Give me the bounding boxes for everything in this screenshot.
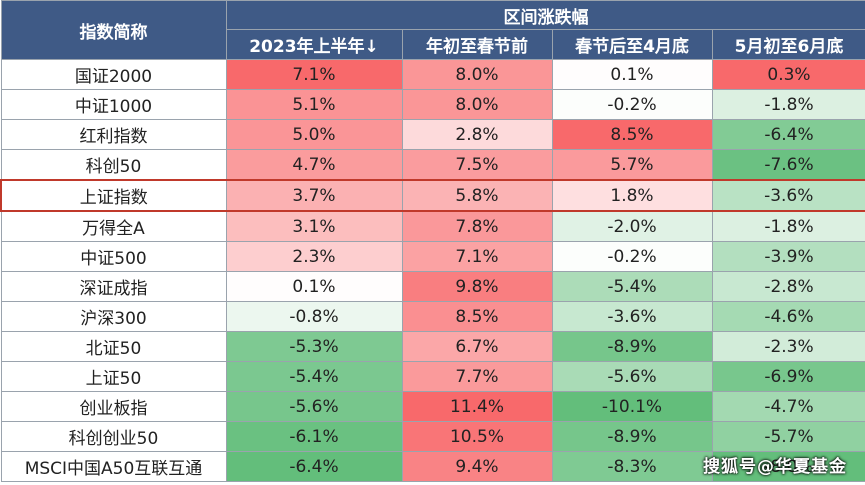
index-name-cell: 国证2000 (0, 59, 227, 90)
return-cell: 0.3% (711, 59, 865, 90)
return-cell: -0.8% (225, 301, 403, 332)
return-cell: 5.0% (225, 119, 403, 150)
table-row: 沪深300 -0.8% 8.5% -3.6% -4.6% (0, 301, 865, 332)
return-cell: -4.6% (711, 301, 865, 332)
return-cell: 7.1% (225, 59, 403, 90)
col-header-h1-2023[interactable]: 2023年上半年↓ (225, 29, 403, 60)
return-cell: -1.8% (711, 89, 865, 120)
return-cell: 7.8% (401, 210, 553, 242)
table-row: 科创50 4.7% 7.5% 5.7% -7.6% (0, 149, 865, 181)
return-cell: 7.7% (401, 361, 553, 392)
table-row: 中证500 2.3% 7.1% -0.2% -3.9% (0, 241, 865, 272)
interval-return-header: 区间涨跌幅 (225, 0, 865, 30)
return-cell: 7.5% (401, 149, 553, 181)
return-cell: -1.8% (711, 210, 865, 242)
table-row: 红利指数 5.0% 2.8% 8.5% -6.4% (0, 119, 865, 150)
return-cell: -4.7% (711, 391, 865, 422)
return-cell: 0.1% (551, 59, 713, 90)
return-cell: 7.1% (401, 241, 553, 272)
return-cell: -8.9% (551, 331, 713, 362)
index-name-cell: MSCI中国A50互联互通 (0, 451, 227, 482)
return-cell: 0.1% (225, 271, 403, 302)
return-cell: -6.4% (225, 451, 403, 482)
return-cell: -5.6% (551, 361, 713, 392)
return-cell: 1.8% (551, 179, 713, 212)
table-body: 国证2000 7.1% 8.0% 0.1% 0.3% 中证1000 5.1% 8.0% -0.2… (0, 59, 865, 482)
index-name-cell: 上证指数 (0, 179, 227, 212)
return-cell: 5.7% (551, 149, 713, 181)
index-name-cell: 科创50 (0, 149, 227, 181)
return-cell: -8.9% (551, 421, 713, 452)
return-cell: -8.3% (551, 451, 713, 482)
return-cell: 8.0% (401, 59, 553, 90)
return-cell: 8.5% (551, 119, 713, 150)
return-cell: -0.2% (551, 89, 713, 120)
return-cell: 6.7% (401, 331, 553, 362)
table-row: 中证1000 5.1% 8.0% -0.2% -1.8% (0, 89, 865, 120)
col-header-may-to-june: 5月初至6月底 (711, 29, 865, 60)
return-cell: -3.6% (551, 301, 713, 332)
index-name-cell: 沪深300 (0, 301, 227, 332)
col-header-festival-to-april: 春节后至4月底 (551, 29, 713, 60)
return-cell: 10.5% (401, 421, 553, 452)
index-name-cell: 北证50 (0, 331, 227, 362)
return-cell: 5.8% (401, 179, 553, 212)
index-name-header: 指数简称 (0, 0, 227, 60)
index-name-cell: 上证50 (0, 361, 227, 392)
return-cell: 11.4% (401, 391, 553, 422)
return-cell: -8.0% (711, 451, 865, 482)
return-cell: -6.1% (225, 421, 403, 452)
index-name-cell: 科创创业50 (0, 421, 227, 452)
index-name-cell: 红利指数 (0, 119, 227, 150)
return-cell: -0.2% (551, 241, 713, 272)
return-cell: -2.0% (551, 210, 713, 242)
col-header-ytd-to-spring-festival: 年初至春节前 (401, 29, 553, 60)
return-cell: 3.7% (225, 179, 403, 212)
watermark: 搜狐号@华夏基金 (703, 457, 847, 477)
return-cell: 2.8% (401, 119, 553, 150)
return-cell: -6.9% (711, 361, 865, 392)
table-row: 上证指数 3.7% 5.8% 1.8% -3.6% (0, 179, 865, 212)
return-cell: -5.4% (225, 361, 403, 392)
index-name-cell: 深证成指 (0, 271, 227, 302)
table-row: 创业板指 -5.6% 11.4% -10.1% -4.7% (0, 391, 865, 422)
return-cell: -3.9% (711, 241, 865, 272)
table-row: 深证成指 0.1% 9.8% -5.4% -2.8% (0, 271, 865, 302)
return-cell: 3.1% (225, 210, 403, 242)
return-cell: 8.0% (401, 89, 553, 120)
return-cell: -5.7% (711, 421, 865, 452)
table-row: 上证50 -5.4% 7.7% -5.6% -6.9% (0, 361, 865, 392)
return-cell: 9.8% (401, 271, 553, 302)
return-cell: -2.8% (711, 271, 865, 302)
return-cell: 2.3% (225, 241, 403, 272)
index-name-cell: 万得全A (0, 210, 227, 242)
return-cell: -5.4% (551, 271, 713, 302)
table-row: 北证50 -5.3% 6.7% -8.9% -2.3% (0, 331, 865, 362)
table-row: 国证2000 7.1% 8.0% 0.1% 0.3% (0, 59, 865, 90)
return-cell: -3.6% (711, 179, 865, 212)
return-cell: -7.6% (711, 149, 865, 181)
return-cell: -5.6% (225, 391, 403, 422)
return-cell: -5.3% (225, 331, 403, 362)
return-cell: 4.7% (225, 149, 403, 181)
table-row: MSCI中国A50互联互通 -6.4% 9.4% -8.3% -8.0% (0, 451, 865, 482)
index-name-cell: 中证500 (0, 241, 227, 272)
return-cell: 9.4% (401, 451, 553, 482)
index-name-cell: 创业板指 (0, 391, 227, 422)
table-row: 万得全A 3.1% 7.8% -2.0% -1.8% (0, 210, 865, 242)
return-cell: 5.1% (225, 89, 403, 120)
return-cell: -2.3% (711, 331, 865, 362)
return-cell: -10.1% (551, 391, 713, 422)
table-row: 科创创业50 -6.1% 10.5% -8.9% -5.7% (0, 421, 865, 452)
return-cell: -6.4% (711, 119, 865, 150)
index-name-cell: 中证1000 (0, 89, 227, 120)
return-cell: 8.5% (401, 301, 553, 332)
